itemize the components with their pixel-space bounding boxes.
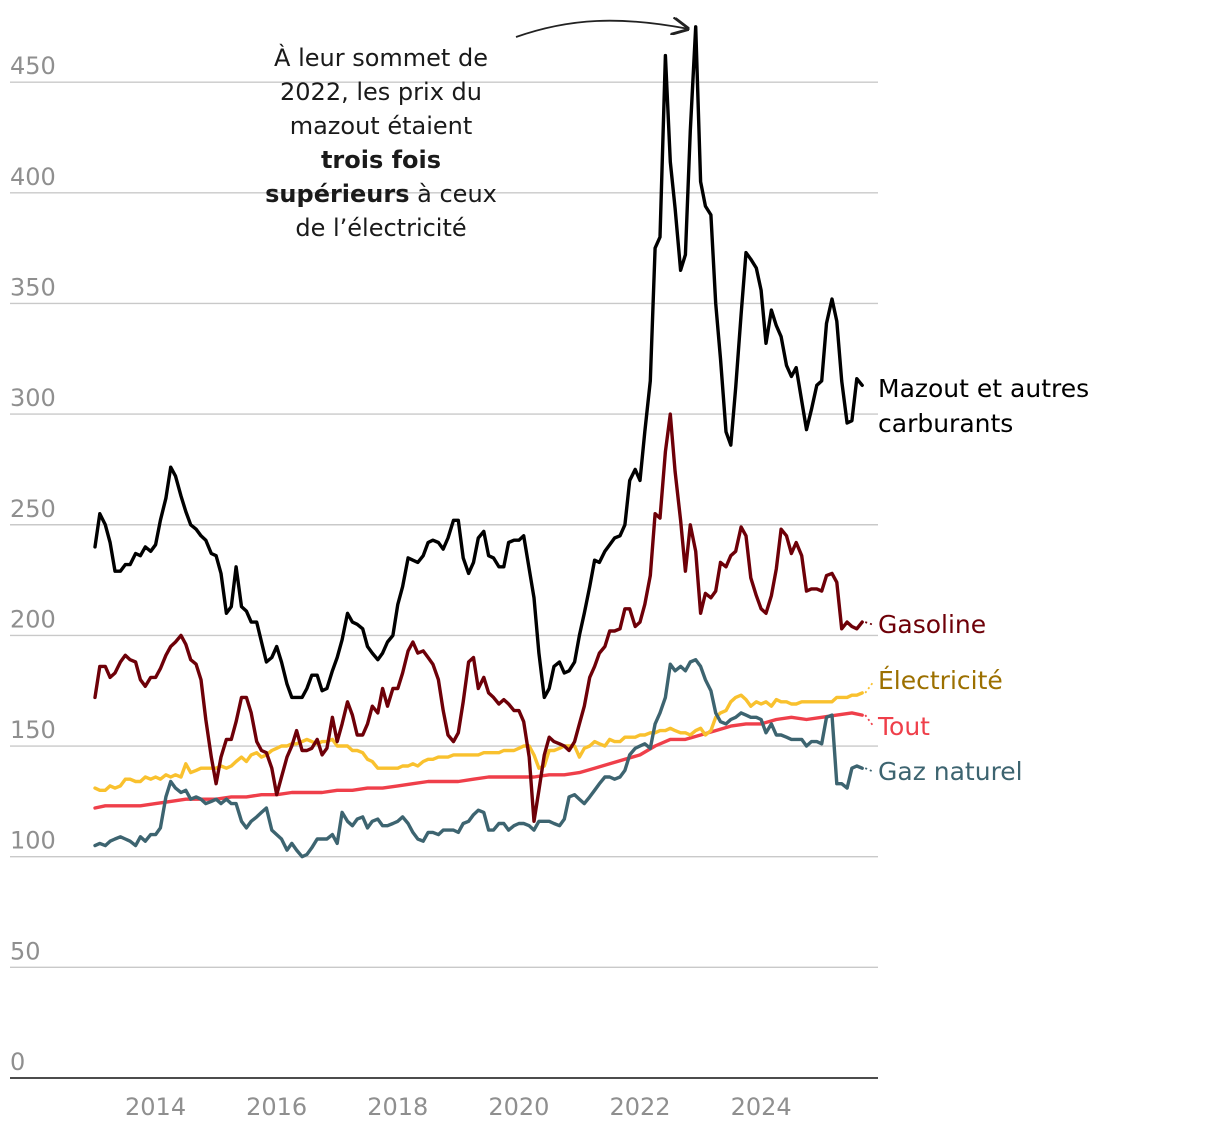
x-tick-label: 2022 (609, 1093, 670, 1121)
y-tick-label: 150 (10, 716, 56, 744)
series-line-mazout-et-autres-carburants (93, 25, 864, 700)
x-axis-tick-labels: 2014 2016 2018 2020 2022 2024 (125, 1093, 792, 1121)
label-leader (864, 621, 875, 626)
series-line-gasoline (93, 412, 864, 823)
series-label: Gasoline (878, 610, 986, 639)
y-tick-label: 250 (10, 495, 56, 523)
annotation-line: 2022, les prix du (280, 78, 482, 106)
y-tick-label: 450 (10, 52, 56, 80)
series-line-gaz-naturel (93, 658, 864, 859)
series-label: Électricité (878, 666, 1003, 695)
y-tick-label: 100 (10, 827, 56, 855)
annotation-line: À leur sommet de (274, 43, 488, 72)
x-tick-label: 2018 (367, 1093, 428, 1121)
series-lines (93, 25, 864, 859)
series-line-electricite (93, 691, 864, 792)
annotation-arrow (515, 21, 688, 38)
annotation-text: À leur sommet de (274, 43, 488, 72)
annotation-text: de l’électricité (295, 214, 466, 242)
series-label: Mazout et autres (878, 374, 1089, 403)
annotation-line: de l’électricité (295, 214, 466, 242)
y-tick-label: 350 (10, 273, 56, 301)
y-tick-label: 200 (10, 605, 56, 633)
gridlines (10, 81, 878, 969)
series-label: Gaz naturel (878, 757, 1023, 786)
series-labels: Mazout et autres carburants Gasoline Électr… (864, 374, 1089, 786)
annotation-line: trois fois (321, 146, 441, 174)
label-leader (864, 767, 875, 773)
y-tick-label: 0 (10, 1048, 25, 1076)
x-tick-label: 2016 (246, 1093, 307, 1121)
y-tick-label: 50 (10, 937, 41, 965)
annotation-text: à ceux (410, 180, 497, 208)
annotation-line: supérieurs à ceux (265, 180, 497, 208)
x-tick-label: 2024 (731, 1093, 792, 1121)
peak-annotation: À leur sommet de 2022, les prix du mazout … (265, 21, 688, 242)
x-tick-label: 2020 (488, 1093, 549, 1121)
y-axis-tick-labels: 0 50 100 150 200 250 300 350 400 450 (10, 52, 56, 1076)
label-leader (864, 714, 875, 728)
annotation-emphasis: supérieurs (265, 180, 409, 208)
y-tick-label: 400 (10, 163, 56, 191)
y-tick-label: 300 (10, 384, 56, 412)
series-line-tout (93, 711, 864, 810)
series-label: Tout (877, 712, 930, 741)
series-label: carburants (878, 409, 1013, 438)
label-leader (864, 680, 875, 694)
annotation-line: mazout étaient (290, 112, 473, 140)
annotation-emphasis: trois fois (321, 146, 441, 174)
annotation-text: mazout étaient (290, 112, 473, 140)
x-tick-label: 2014 (125, 1093, 186, 1121)
annotation-text: 2022, les prix du (280, 78, 482, 106)
